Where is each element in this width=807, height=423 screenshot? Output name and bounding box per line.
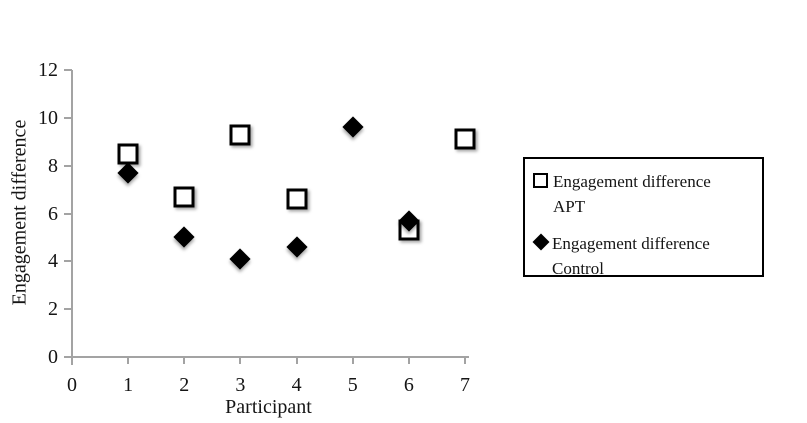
x-axis-tick xyxy=(464,358,466,364)
legend-label-control: Engagement difference Control xyxy=(552,234,710,278)
data-point-control xyxy=(173,226,195,249)
x-axis-tick xyxy=(183,358,186,364)
x-axis-tick xyxy=(127,358,130,364)
y-axis-tick xyxy=(64,212,72,215)
x-tick-label: 5 xyxy=(347,374,358,396)
x-axis-tick xyxy=(71,358,73,364)
legend-item-apt: Engagement difference APT xyxy=(533,169,756,219)
y-tick-label: 8 xyxy=(48,154,58,177)
y-axis-tick xyxy=(64,308,72,311)
y-axis-tick xyxy=(64,164,72,167)
x-tick-label: 3 xyxy=(235,374,246,396)
plot-area: 0 1 2 3 4 5 6 7 0 2 4 6 8 10 12 xyxy=(38,59,476,396)
open-square-icon xyxy=(533,169,548,188)
x-axis-tick xyxy=(239,358,242,364)
y-axis-line xyxy=(71,70,73,365)
x-tick-label: 1 xyxy=(123,374,134,396)
y-tick-label: 6 xyxy=(48,202,58,225)
x-tick-label: 6 xyxy=(403,374,414,396)
y-tick-label: 2 xyxy=(48,298,58,321)
x-tick-label: 0 xyxy=(67,374,77,396)
x-axis-tick xyxy=(407,358,410,364)
y-tick-label: 0 xyxy=(48,346,58,368)
x-axis-tick xyxy=(351,358,354,364)
data-point-control xyxy=(229,248,252,270)
x-axis-line xyxy=(71,356,469,358)
x-tick-label: 2 xyxy=(179,374,190,396)
x-axis-title: Participant xyxy=(225,396,312,418)
data-point-control xyxy=(285,236,308,258)
y-axis-tick xyxy=(64,116,72,119)
filled-diamond-icon xyxy=(532,231,550,251)
data-point-control xyxy=(117,162,139,184)
data-point-apt xyxy=(229,124,251,146)
data-point-apt xyxy=(173,186,195,208)
x-axis-tick xyxy=(295,358,298,364)
legend: Engagement difference APT Engagement dif… xyxy=(523,157,764,278)
data-point-apt xyxy=(286,188,308,210)
data-point-apt xyxy=(454,128,476,150)
data-point-apt xyxy=(117,143,139,165)
y-axis-tick xyxy=(64,69,72,71)
y-axis-tick xyxy=(64,356,72,358)
y-axis-title: Engagement difference xyxy=(8,119,31,306)
y-tick-label: 10 xyxy=(38,106,58,129)
y-tick-label: 12 xyxy=(38,59,58,81)
y-tick-label: 4 xyxy=(48,250,58,273)
x-tick-label: 4 xyxy=(291,374,302,396)
y-axis-tick xyxy=(64,260,72,263)
x-tick-label: 7 xyxy=(460,374,470,396)
data-point-control xyxy=(342,116,364,138)
legend-item-control: Engagement difference Control xyxy=(532,231,756,281)
legend-label-apt: Engagement difference APT xyxy=(553,172,711,216)
